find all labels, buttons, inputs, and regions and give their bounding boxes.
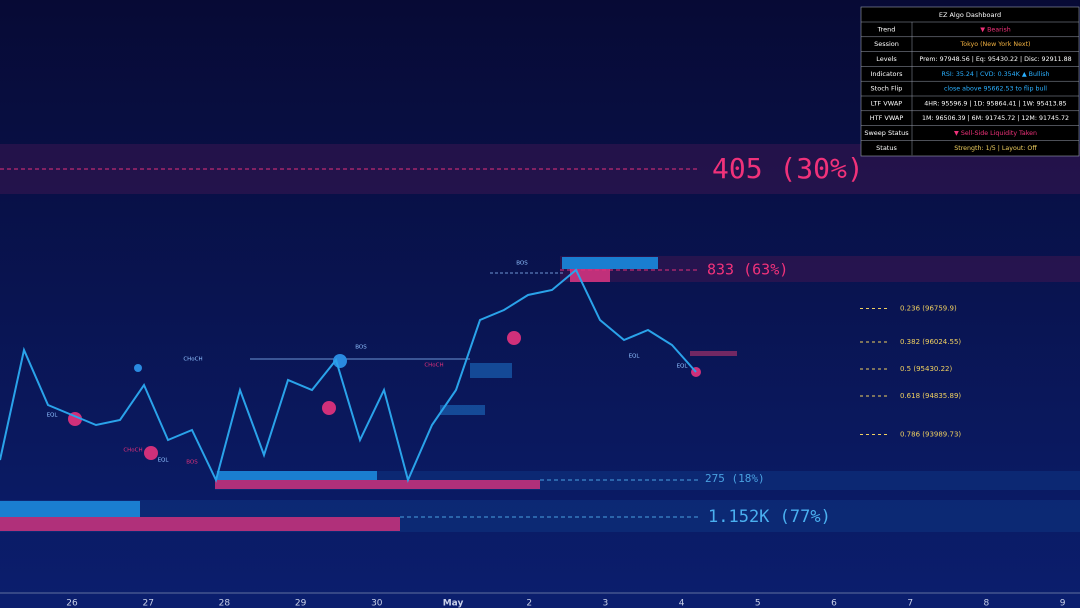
x-tick-label: 3 [603, 599, 609, 608]
dashboard-frame [860, 6, 1080, 157]
x-tick-label: 6 [831, 599, 837, 608]
dashboard-value: ▼ Bearish [980, 26, 1011, 33]
pivot [507, 331, 521, 345]
dashboard-value: Prem: 97948.56 | Eq: 95430.22 | Disc: 92… [919, 56, 1071, 63]
annotation: BOS [516, 261, 528, 267]
fib-label: 0.786 (93989.73) [900, 430, 961, 438]
annotation: EQL [677, 364, 689, 370]
x-tick-label: 8 [984, 599, 990, 608]
dashboard-value: close above 95662.53 to flip bull [944, 86, 1047, 93]
dashboard-value: 1M: 96506.39 | 6M: 91745.72 | 12M: 91745… [922, 115, 1069, 122]
dashboard-key: Indicators [870, 70, 903, 78]
x-tick-label: 26 [66, 599, 78, 608]
x-tick-label: 2 [526, 599, 532, 608]
pivot [134, 364, 142, 372]
dashboard-value: Strength: 1/5 | Layout: Off [954, 145, 1037, 152]
profile-bar [0, 501, 140, 517]
dashboard-key: Levels [876, 55, 897, 63]
fib-label: 0.618 (94835.89) [900, 392, 961, 400]
dashboard-key: Stoch Flip [871, 85, 903, 93]
x-tick-label: 27 [142, 599, 153, 608]
annotation: CHoCH [424, 363, 443, 369]
profile-bar [0, 517, 400, 531]
annotation: EQL [629, 354, 641, 360]
dashboard-title: EZ Algo Dashboard [939, 11, 1001, 19]
price-line [0, 268, 697, 484]
fib-label: 0.236 (96759.9) [900, 305, 957, 313]
profile-bar [215, 480, 540, 489]
fib-label: 0.5 (95430.22) [900, 365, 952, 373]
dashboard-value: Tokyo (New York Next) [959, 41, 1030, 48]
annotation: BOS [186, 460, 198, 466]
dashboard-value: RSI: 35.24 | CVD: 0.354K ▲ Bullish [941, 71, 1049, 78]
x-tick-label: 7 [907, 599, 913, 608]
profile-label: 275 (18%) [705, 472, 765, 485]
x-tick-label: 9 [1060, 599, 1066, 608]
dashboard-key: HTF VWAP [870, 114, 904, 122]
x-tick-label: 4 [679, 599, 685, 608]
annotation: CHoCH [123, 448, 142, 454]
annotation: CHoCH [183, 357, 202, 363]
dashboard-key: Sweep Status [864, 129, 909, 137]
profile-label: 405 (30%) [712, 152, 864, 185]
dashboard-key: Status [876, 144, 897, 152]
annotation: EQL [47, 413, 59, 419]
profile-bar [217, 471, 377, 480]
profile-label: 833 (63%) [707, 261, 788, 279]
dashboard-value: 4HR: 95596.9 | 1D: 95864.41 | 1W: 95413.… [924, 100, 1066, 107]
order-block [690, 351, 737, 356]
annotation: BOS [355, 345, 367, 351]
x-tick-label: 28 [219, 599, 231, 608]
dashboard-key: LTF VWAP [871, 99, 902, 107]
x-tick-label: May [443, 599, 464, 608]
order-block [440, 405, 485, 415]
profile-bar [562, 257, 658, 269]
profile-label: 1.152K (77%) [708, 507, 831, 527]
dashboard: EZ Algo Dashboard Trend ▼ Bearish Session To… [860, 6, 1080, 157]
order-block [470, 363, 512, 378]
x-tick-label: 29 [295, 599, 307, 608]
fib-label: 0.382 (96024.55) [900, 338, 961, 346]
x-tick-label: 5 [755, 599, 761, 608]
dashboard-key: Session [874, 40, 899, 48]
dashboard-key: Trend [877, 25, 896, 33]
pivot [322, 401, 336, 415]
pivot [144, 446, 158, 460]
annotation: EQL [158, 458, 170, 464]
x-tick-label: 30 [371, 599, 383, 608]
dashboard-value: ▼ Sell-Side Liquidity Taken [954, 130, 1037, 137]
